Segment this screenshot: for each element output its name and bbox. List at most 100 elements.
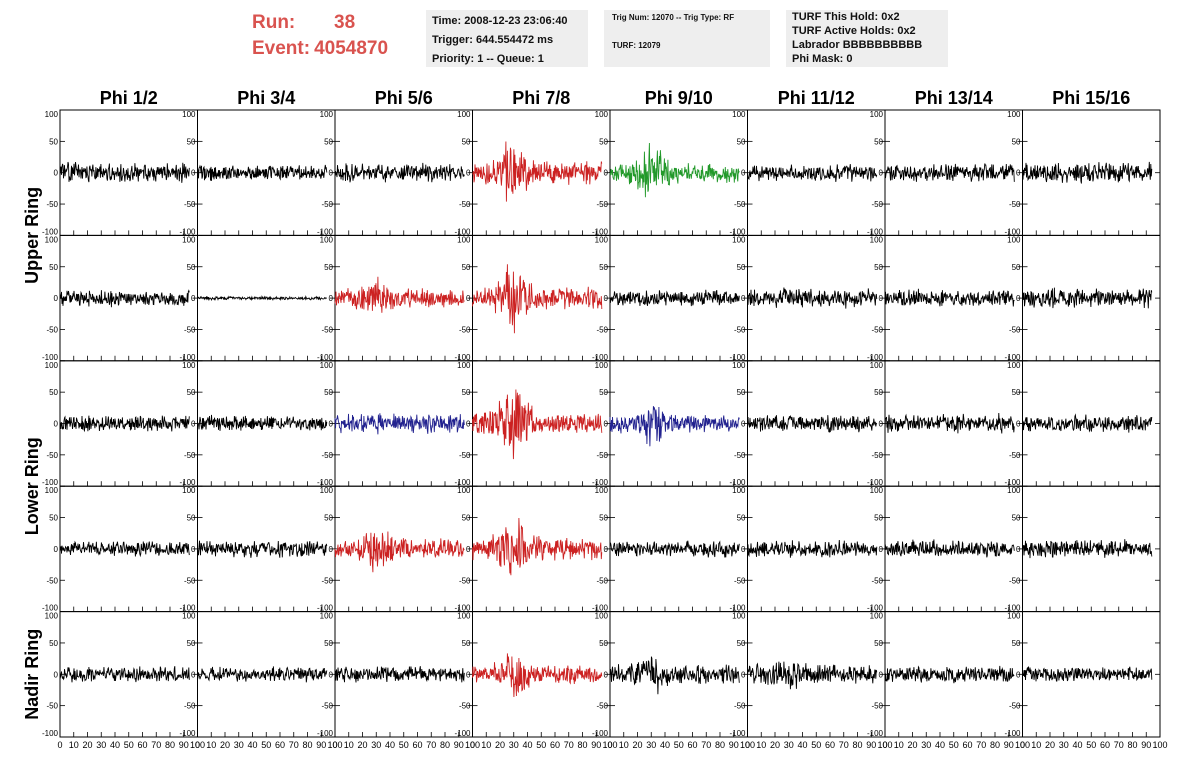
y-tick-label: -50 <box>734 576 746 585</box>
waveform-trace <box>472 389 603 460</box>
y-tick-label: 50 <box>49 514 58 523</box>
waveform-trace <box>884 665 1015 684</box>
x-tick-label: 10 <box>619 740 629 750</box>
y-tick-label: -100 <box>867 729 884 738</box>
x-tick-label: 50 <box>811 740 821 750</box>
x-tick-label: 10 <box>756 740 766 750</box>
x-tick-label: 50 <box>1086 740 1096 750</box>
y-tick-label: 50 <box>49 263 58 272</box>
y-tick-label: 50 <box>187 137 196 146</box>
x-tick-label: 40 <box>797 740 807 750</box>
y-tick-label: -50 <box>596 200 608 209</box>
y-tick-label: -100 <box>454 353 471 362</box>
y-tick-label: 100 <box>870 612 884 621</box>
y-tick-label: 0 <box>466 670 471 679</box>
y-tick-label: 50 <box>324 639 333 648</box>
waveform-trace <box>472 517 603 576</box>
y-tick-label: -100 <box>42 353 59 362</box>
y-tick-label: -100 <box>729 729 746 738</box>
run-value: 38 <box>334 12 356 33</box>
y-tick-label: 0 <box>1016 420 1021 429</box>
x-tick-label: 80 <box>1127 740 1137 750</box>
y-tick-label: 50 <box>462 514 471 523</box>
y-tick-label: 50 <box>599 514 608 523</box>
y-tick-label: 100 <box>182 486 196 495</box>
waveform-trace <box>1022 287 1153 309</box>
y-tick-label: 100 <box>1007 486 1021 495</box>
x-tick-label: 40 <box>935 740 945 750</box>
column-title: Phi 9/10 <box>645 88 713 108</box>
y-tick-label: -100 <box>1004 227 1021 236</box>
y-tick-label: 100 <box>45 110 59 119</box>
y-tick-label: 100 <box>595 235 609 244</box>
waveform-trace <box>59 415 190 433</box>
y-tick-label: 0 <box>54 420 59 429</box>
x-tick-label: 80 <box>440 740 450 750</box>
waveform-trace <box>747 661 878 690</box>
x-tick-label: 40 <box>385 740 395 750</box>
y-tick-label: -50 <box>184 576 196 585</box>
y-tick-label: -50 <box>321 200 333 209</box>
y-tick-label: -100 <box>1004 604 1021 613</box>
y-tick-label: -50 <box>184 325 196 334</box>
y-tick-label: 50 <box>874 639 883 648</box>
x-tick-label: 30 <box>96 740 106 750</box>
y-tick-label: 0 <box>604 169 609 178</box>
y-tick-label: -50 <box>321 451 333 460</box>
y-tick-label: 0 <box>54 294 59 303</box>
y-tick-label: 100 <box>457 486 471 495</box>
y-tick-label: 100 <box>320 110 334 119</box>
y-tick-label: -50 <box>734 325 746 334</box>
y-tick-label: 50 <box>1012 263 1021 272</box>
x-tick-label: 80 <box>577 740 587 750</box>
x-tick-label: 70 <box>839 740 849 750</box>
y-tick-label: 50 <box>187 263 196 272</box>
y-tick-label: -50 <box>596 702 608 711</box>
y-tick-label: -100 <box>179 227 196 236</box>
waveform-trace <box>1022 161 1153 184</box>
x-tick-label: 50 <box>536 740 546 750</box>
x-tick-label: 40 <box>247 740 257 750</box>
x-tick-label: 40 <box>660 740 670 750</box>
y-tick-label: -50 <box>1009 451 1021 460</box>
y-tick-label: 100 <box>320 612 334 621</box>
x-tick-label: 60 <box>275 740 285 750</box>
x-tick-label: 10 <box>206 740 216 750</box>
waveform-trace <box>884 288 1015 307</box>
y-tick-label: 0 <box>54 670 59 679</box>
y-tick-label: 0 <box>604 545 609 554</box>
y-tick-label: 100 <box>457 235 471 244</box>
y-tick-label: -50 <box>734 702 746 711</box>
y-tick-label: -50 <box>46 200 58 209</box>
y-tick-label: 100 <box>45 361 59 370</box>
waveform-trace <box>197 164 328 181</box>
row-group-label: Lower Ring <box>22 437 42 535</box>
y-tick-label: 100 <box>732 612 746 621</box>
y-tick-label: -50 <box>871 200 883 209</box>
x-tick-label: 20 <box>357 740 367 750</box>
y-tick-label: 0 <box>329 420 334 429</box>
y-tick-label: 50 <box>737 388 746 397</box>
y-tick-label: -50 <box>321 702 333 711</box>
x-tick-label: 20 <box>495 740 505 750</box>
x-tick-label: 100 <box>465 740 480 750</box>
waveform-trace <box>609 289 740 307</box>
x-tick-label: 40 <box>110 740 120 750</box>
x-tick-label: 10 <box>1031 740 1041 750</box>
y-tick-label: 0 <box>879 545 884 554</box>
y-tick-label: -100 <box>867 478 884 487</box>
y-tick-label: 0 <box>329 169 334 178</box>
x-tick-label: 30 <box>1059 740 1069 750</box>
y-tick-label: 50 <box>599 263 608 272</box>
waveform-trace <box>747 539 878 558</box>
x-tick-label: 20 <box>907 740 917 750</box>
y-tick-label: -50 <box>46 451 58 460</box>
y-tick-label: 0 <box>466 294 471 303</box>
y-tick-label: 100 <box>1007 110 1021 119</box>
y-tick-label: 50 <box>737 137 746 146</box>
x-tick-label: 90 <box>866 740 876 750</box>
y-tick-label: -100 <box>317 227 334 236</box>
priority-text: Priority: 1 -- Queue: 1 <box>432 53 544 65</box>
x-tick-label: 90 <box>316 740 326 750</box>
row-group-label: Upper Ring <box>22 187 42 284</box>
